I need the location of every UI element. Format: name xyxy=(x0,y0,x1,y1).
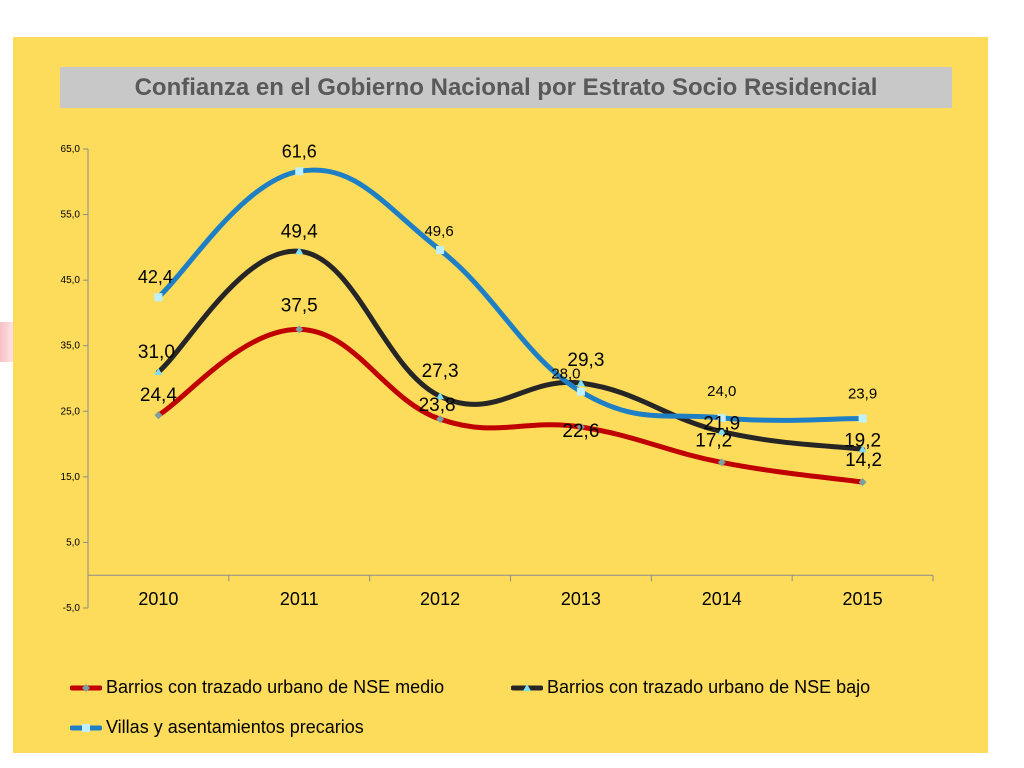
data-label-villas: 49,6 xyxy=(424,223,453,240)
x-tick-label: 2015 xyxy=(843,589,883,609)
data-point-nse-bajo xyxy=(295,247,304,255)
legend-item-villas: Villas y asentamientos precarios xyxy=(70,717,364,738)
y-tick-label: 5,0 xyxy=(66,537,80,548)
data-point-nse-medio xyxy=(858,478,867,487)
legend-item-nse-medio: Barrios con trazado urbano de NSE medio xyxy=(70,677,444,698)
data-label-nse-bajo: 27,3 xyxy=(422,361,459,382)
x-tick-label: 2014 xyxy=(702,589,742,609)
x-tick-label: 2012 xyxy=(420,589,460,609)
data-label-nse-medio: 37,5 xyxy=(281,295,318,316)
chart-title: Confianza en el Gobierno Nacional por Es… xyxy=(60,67,952,108)
data-point-nse-bajo xyxy=(154,367,163,375)
data-point-villas xyxy=(154,293,163,302)
legend-item-nse-bajo: Barrios con trazado urbano de NSE bajo xyxy=(511,677,870,698)
series-line-villas xyxy=(155,167,866,423)
data-point-nse-medio xyxy=(436,415,445,424)
y-tick-label: 35,0 xyxy=(61,341,81,352)
y-tick-label: 45,0 xyxy=(61,275,81,286)
data-point-villas xyxy=(717,413,726,422)
chart-title-text: Confianza en el Gobierno Nacional por Es… xyxy=(134,73,878,101)
y-tick-label: 25,0 xyxy=(61,406,81,417)
data-label-nse-medio: 23,8 xyxy=(419,395,456,416)
legend-swatch-villas xyxy=(70,723,102,732)
y-tick-label: 65,0 xyxy=(61,144,81,155)
data-label-villas: 61,6 xyxy=(282,141,317,161)
data-label-villas: 24,0 xyxy=(707,383,736,400)
chart-panel xyxy=(13,37,988,753)
data-label-nse-medio: 24,4 xyxy=(140,385,177,406)
y-tick-label: -5,0 xyxy=(63,603,81,614)
data-label-nse-bajo: 31,0 xyxy=(138,342,175,363)
legend-swatch-nse-bajo xyxy=(511,683,543,691)
data-label-nse-bajo: 19,2 xyxy=(844,430,881,451)
data-label-nse-bajo: 29,3 xyxy=(567,350,604,371)
data-point-nse-bajo xyxy=(858,445,867,453)
legend-swatch-nse-medio xyxy=(70,683,102,692)
data-point-nse-bajo xyxy=(576,379,585,387)
legend-label-nse-bajo: Barrios con trazado urbano de NSE bajo xyxy=(547,677,871,697)
slide-edge-decoration xyxy=(0,322,14,362)
data-point-nse-medio xyxy=(154,411,163,420)
x-tick-label: 2013 xyxy=(561,589,601,609)
data-point-nse-medio xyxy=(717,458,726,467)
data-label-nse-bajo: 49,4 xyxy=(281,221,318,242)
data-label-nse-medio: 14,2 xyxy=(845,450,882,471)
data-point-nse-medio xyxy=(295,325,304,334)
x-tick-label: 2011 xyxy=(280,589,319,609)
data-label-nse-bajo: 21,9 xyxy=(703,414,740,435)
data-label-villas: 23,9 xyxy=(848,385,877,402)
data-label-nse-medio: 17,2 xyxy=(695,430,732,451)
data-point-villas xyxy=(436,245,445,254)
data-point-nse-bajo xyxy=(436,392,445,400)
y-tick-label: 55,0 xyxy=(61,210,81,221)
data-label-nse-medio: 22,6 xyxy=(562,421,599,442)
series-line-nse-medio xyxy=(155,326,866,485)
legend-label-nse-medio: Barrios con trazado urbano de NSE medio xyxy=(106,677,445,697)
data-point-nse-medio xyxy=(576,423,585,432)
data-label-villas: 42,4 xyxy=(138,267,173,287)
data-label-villas: 28,0 xyxy=(551,366,580,383)
data-point-villas xyxy=(295,167,304,176)
y-tick-label: 15,0 xyxy=(61,472,81,483)
data-point-villas xyxy=(576,387,585,396)
data-point-nse-bajo xyxy=(717,427,726,435)
data-point-villas xyxy=(858,414,867,423)
legend-label-villas: Villas y asentamientos precarios xyxy=(106,717,364,737)
x-tick-label: 2010 xyxy=(138,589,178,609)
